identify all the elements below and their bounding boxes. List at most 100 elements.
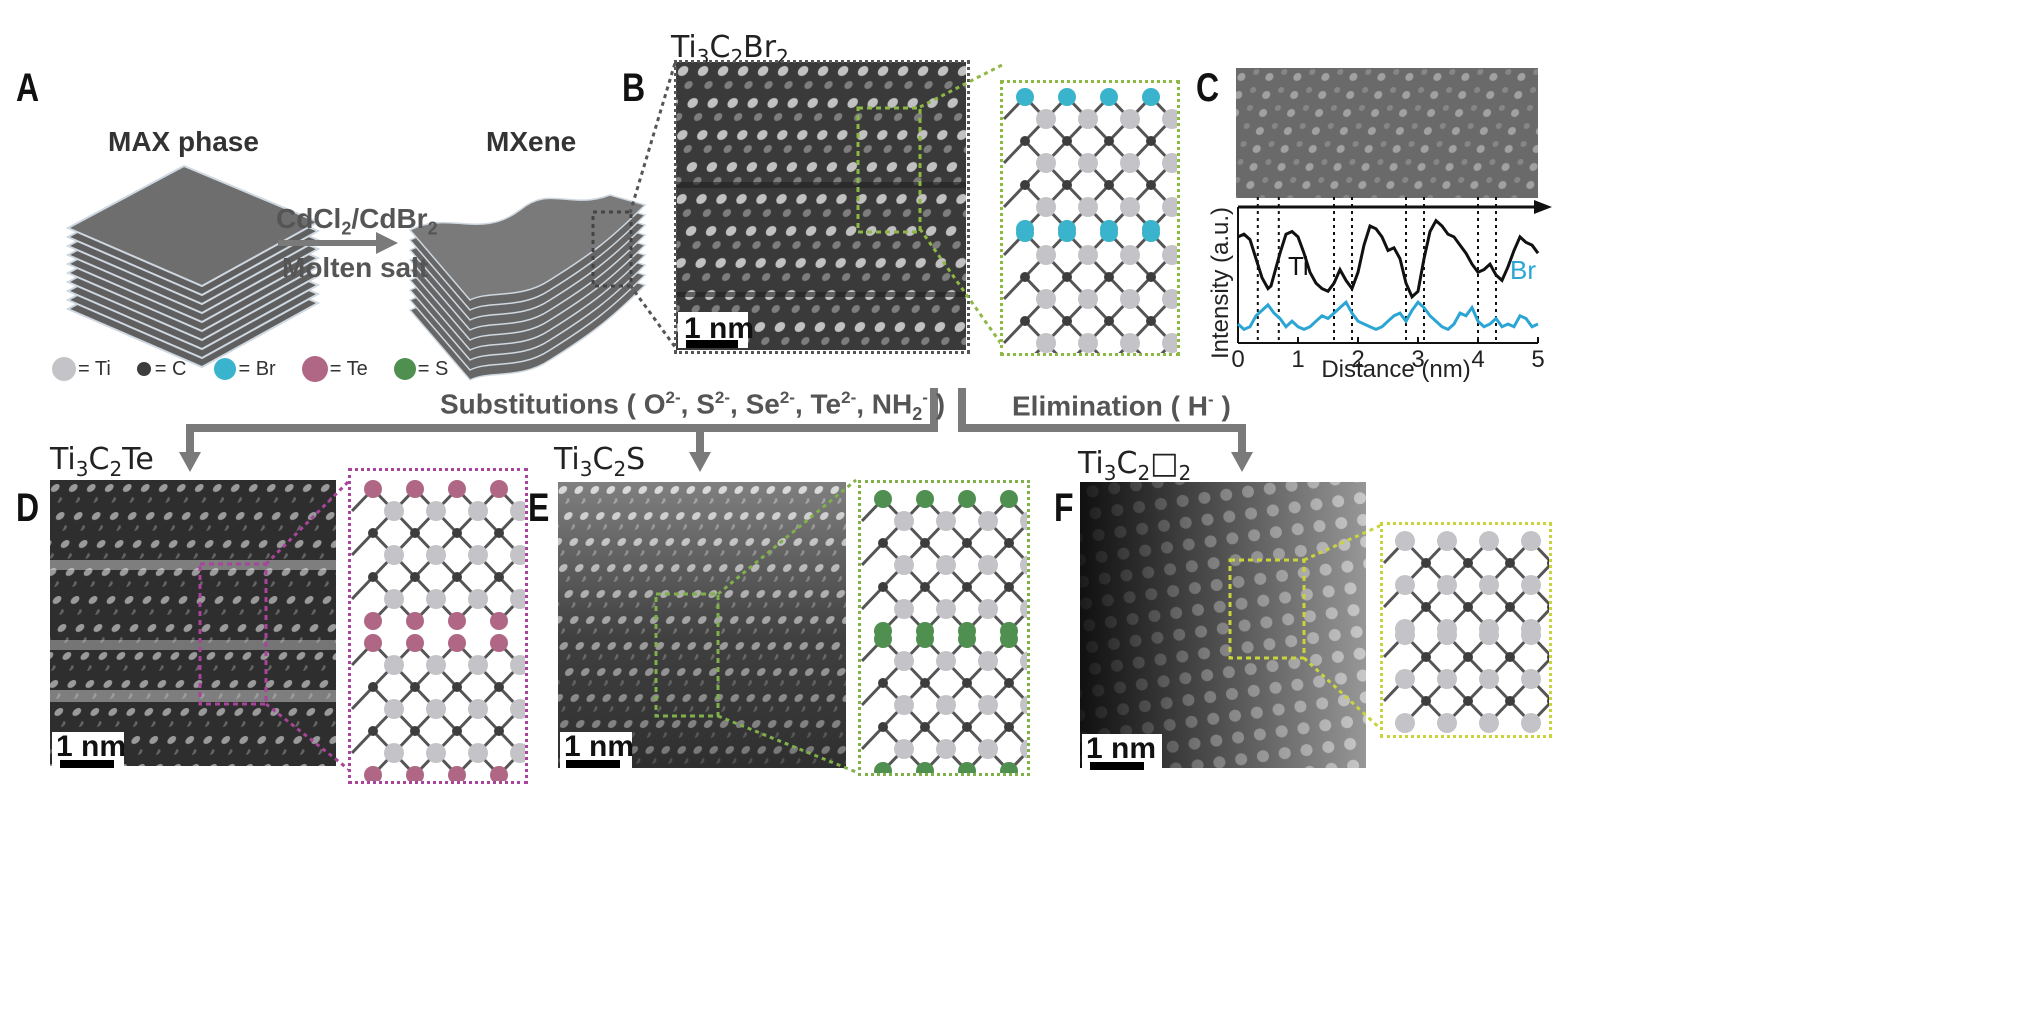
c-legend-label: = C — [154, 357, 187, 380]
titanium-atom — [1521, 669, 1541, 689]
x-tick-label: 0 — [1231, 346, 1244, 373]
titanium-atom — [1036, 289, 1056, 309]
termination-atom — [364, 480, 382, 498]
titanium-atom — [1120, 153, 1140, 173]
carbon-atom — [1463, 696, 1473, 706]
carbon-atom — [1505, 696, 1515, 706]
termination-atom — [1058, 224, 1076, 242]
panel-label-c: C — [1196, 66, 1220, 110]
series-label-br: Br — [1510, 255, 1536, 285]
frame-b — [674, 60, 970, 354]
carbon-atom — [1463, 558, 1473, 568]
connector-b-structure — [918, 63, 1004, 346]
titanium-atom — [1120, 109, 1140, 129]
bond — [1002, 275, 1027, 301]
series-line-br — [1236, 299, 1539, 332]
carbon-atom — [962, 582, 972, 592]
tem-image-e — [558, 482, 846, 768]
titanium-atom — [1036, 109, 1056, 129]
tem-image-c — [1236, 68, 1538, 198]
atom-legend: = Ti = C = Br = Te = S — [52, 354, 448, 384]
titanium-atom — [1020, 599, 1040, 619]
termination-atom — [874, 490, 892, 508]
ti-legend-swatch — [52, 357, 76, 381]
carbon-atom — [1146, 180, 1156, 190]
carbon-atom — [962, 722, 972, 732]
titanium-atom — [384, 589, 404, 609]
termination-atom — [490, 480, 508, 498]
titanium-atom — [894, 555, 914, 575]
termination-atom — [490, 766, 508, 784]
carbon-atom — [1062, 180, 1072, 190]
titanium-atom — [384, 743, 404, 763]
carbon-atom — [1421, 602, 1431, 612]
titanium-atom — [468, 743, 488, 763]
panel-label-d: D — [16, 486, 40, 530]
termination-atom — [406, 766, 424, 784]
tem-image-f — [1080, 482, 1366, 768]
carbon-atom — [1505, 558, 1515, 568]
bond — [350, 531, 375, 557]
titanium-atom — [384, 655, 404, 675]
bond — [350, 575, 375, 601]
carbon-atom — [1421, 696, 1431, 706]
reaction-arrow — [278, 232, 398, 254]
carbon-atom — [410, 528, 420, 538]
titanium-atom — [1479, 669, 1499, 689]
titanium-atom — [1479, 625, 1499, 645]
titanium-atom — [1020, 555, 1040, 575]
bond — [350, 729, 375, 755]
bond — [860, 585, 885, 611]
titanium-atom — [426, 501, 446, 521]
structure-e — [858, 480, 1053, 780]
caption-d: Ti3C2Te — [50, 442, 154, 481]
titanium-atom — [936, 739, 956, 759]
x-tick-label: 2 — [1351, 346, 1364, 373]
connector-f — [1302, 522, 1386, 734]
titanium-atom — [1078, 197, 1098, 217]
panel-label-e: E — [528, 486, 550, 530]
max-layer — [65, 164, 321, 288]
titanium-atom — [1437, 625, 1457, 645]
carbon-atom — [410, 682, 420, 692]
intensity-profile-chart: 0 1 2 3 4 5 Distance (nm) Intensity (a.u.) Ti… — [1207, 195, 1552, 383]
termination-atom — [364, 766, 382, 784]
titanium-atom — [1437, 713, 1457, 733]
termination-atom — [364, 634, 382, 652]
titanium-atom — [1036, 333, 1056, 353]
termination-atom — [364, 612, 382, 630]
structure-b — [1000, 80, 1195, 374]
termination-atom — [448, 612, 466, 630]
titanium-atom — [1437, 531, 1457, 551]
titanium-atom — [1521, 713, 1541, 733]
titanium-atom — [1036, 245, 1056, 265]
termination-atom — [916, 630, 934, 648]
condition-label: Molten salt — [282, 252, 429, 283]
titanium-atom — [894, 511, 914, 531]
termination-atom — [1016, 224, 1034, 242]
caption-e: Ti3C2S — [554, 442, 646, 481]
termination-atom — [1016, 88, 1034, 106]
series-label-ti: Ti — [1288, 251, 1309, 281]
carbon-atom — [368, 726, 378, 736]
mxene-label: MXene — [486, 126, 577, 157]
scale-label-b: 1 nm — [684, 312, 755, 345]
titanium-atom — [384, 699, 404, 719]
titanium-atom — [384, 545, 404, 565]
termination-atom — [406, 480, 424, 498]
carbon-atom — [1104, 316, 1114, 326]
scale-bar-f — [1090, 762, 1144, 770]
titanium-atom — [978, 739, 998, 759]
carbon-atom — [452, 726, 462, 736]
carbon-atom — [368, 528, 378, 538]
termination-atom — [1100, 88, 1118, 106]
titanium-atom — [1120, 333, 1140, 353]
zoom-box-e — [654, 592, 720, 718]
titanium-atom — [468, 501, 488, 521]
max-phase-stack — [65, 164, 321, 369]
tem-image-b — [676, 62, 966, 350]
bond — [1002, 183, 1027, 209]
titanium-atom — [894, 695, 914, 715]
carbon-atom — [1004, 582, 1014, 592]
titanium-atom — [978, 695, 998, 715]
